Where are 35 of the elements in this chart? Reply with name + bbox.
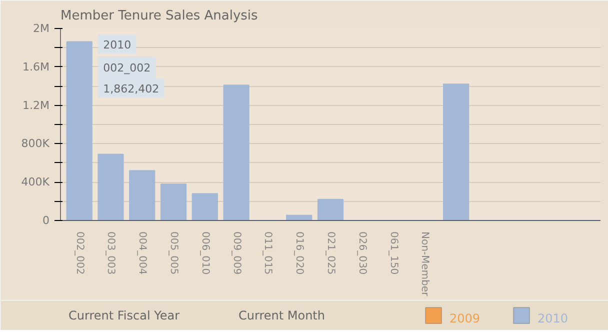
- y-tick-label: 0: [42, 214, 50, 227]
- bar: [160, 184, 187, 220]
- text: Current Fiscal Year: [68, 308, 180, 322]
- chart-title: Member Tenure Sales Analysis: [60, 8, 258, 24]
- x-tick-label: 006_010: [199, 232, 210, 275]
- y-tick-label: 400K: [21, 176, 50, 189]
- bar: [192, 193, 218, 220]
- x-tick-label: 011_015: [262, 232, 274, 275]
- annotation: 2010: [103, 38, 132, 52]
- annotation: 002_002: [103, 62, 151, 74]
- bar: [129, 170, 156, 220]
- x-tick-label: 004_004: [136, 232, 148, 275]
- bar: [66, 41, 92, 220]
- bar: [443, 84, 470, 220]
- bar: [223, 84, 250, 220]
- x-tick-label: 026_030: [356, 232, 368, 275]
- bar: [317, 198, 344, 220]
- bar: [286, 214, 312, 220]
- x-tick-label: 016_020: [294, 232, 305, 275]
- y-tick-label: 2M: [33, 22, 50, 35]
- x-tick-label: 002_002: [74, 232, 85, 275]
- annotation: 1,862,402: [103, 82, 160, 96]
- x-tick-label: Non-Member: [419, 232, 430, 298]
- y-tick-label: 1.6M: [22, 60, 50, 74]
- y-tick-label: 1.2M: [22, 98, 50, 112]
- y-tick-label: 800K: [21, 137, 50, 150]
- x-tick-label: 003_003: [105, 232, 116, 275]
- x-tick-label: 021_025: [325, 232, 336, 275]
- legend-label: 2010: [538, 312, 568, 326]
- legend-label: 2009: [450, 312, 480, 326]
- x-tick-label: 009_009: [230, 232, 242, 275]
- text: Current Month: [238, 308, 325, 322]
- x-tick-label: 061_150: [388, 232, 399, 275]
- bar: [98, 154, 124, 220]
- x-tick-label: 005_005: [168, 232, 180, 275]
